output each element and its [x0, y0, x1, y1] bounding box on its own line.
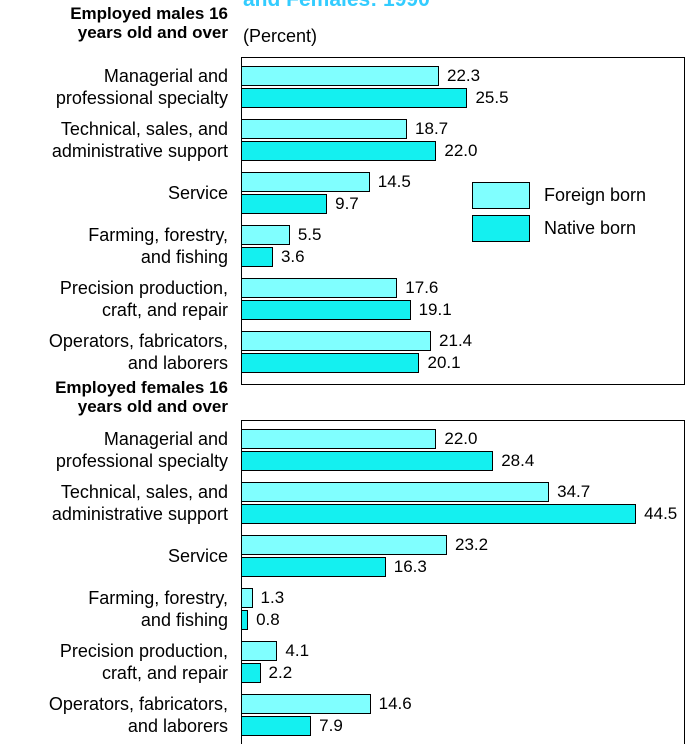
legend-label: Native born [544, 218, 637, 238]
chart-title: and Females: 1990 [243, 0, 430, 12]
value-label: 22.0 [444, 141, 478, 160]
chart-subtitle: (Percent) [243, 26, 318, 46]
value-label: 22.3 [447, 66, 481, 85]
bar [241, 194, 328, 214]
category-label: Service [167, 546, 228, 566]
bar [241, 141, 437, 161]
value-label: 14.6 [378, 694, 412, 713]
category-label: Managerial and professional specialty [55, 66, 228, 108]
value-label: 9.7 [335, 194, 359, 213]
category-label: Precision production, craft, and repair [59, 278, 228, 320]
bar [241, 225, 290, 245]
value-label: 16.3 [393, 557, 427, 576]
value-label: 23.2 [455, 535, 489, 554]
plot-frame [241, 420, 685, 744]
bar [241, 716, 312, 736]
value-label: 3.6 [280, 247, 305, 266]
bar [241, 588, 253, 608]
value-label: 4.1 [285, 641, 310, 660]
value-label: 28.4 [501, 451, 535, 470]
value-label: 5.5 [297, 225, 322, 244]
value-label: 44.5 [644, 504, 678, 523]
value-label: 25.5 [475, 88, 509, 107]
bar [241, 247, 273, 267]
legend-swatch [472, 182, 530, 209]
value-label: 0.8 [256, 610, 280, 629]
bar [241, 504, 637, 524]
bar [241, 482, 550, 502]
bar [241, 641, 278, 661]
bar [241, 172, 370, 192]
legend-label: Foreign born [544, 185, 647, 205]
category-label: Farming, forestry, and fishing [88, 225, 228, 267]
bar [241, 353, 420, 373]
bar [241, 535, 448, 555]
bar [241, 88, 468, 108]
category-label: Operators, fabricators, and laborers [48, 694, 228, 736]
category-label: Operators, fabricators, and laborers [48, 331, 228, 373]
bar [241, 451, 494, 471]
bar [241, 610, 249, 630]
value-label: 19.1 [418, 300, 452, 319]
bar [241, 300, 411, 320]
bar [241, 663, 261, 683]
bar [241, 694, 371, 714]
group-label: Employed males 16 years old and over [70, 4, 228, 42]
category-label: Service [167, 183, 228, 203]
value-label: 7.9 [319, 716, 343, 735]
group-label: Employed females 16 years old and over [55, 378, 228, 416]
category-label: Precision production, craft, and repair [59, 641, 228, 683]
bar [241, 119, 408, 139]
category-label: Technical, sales, and administrative sup… [51, 482, 228, 524]
bar [241, 278, 398, 298]
category-label: Farming, forestry, and fishing [88, 588, 228, 630]
value-label: 21.4 [439, 331, 473, 350]
value-label: 20.1 [427, 353, 461, 372]
value-label: 1.3 [260, 588, 285, 607]
legend-swatch [472, 215, 530, 242]
category-label: Technical, sales, and administrative sup… [51, 119, 228, 161]
value-label: 14.5 [377, 172, 411, 191]
value-label: 17.6 [405, 278, 439, 297]
bar [241, 331, 432, 351]
value-label: 18.7 [415, 119, 449, 138]
value-label: 22.0 [444, 429, 478, 448]
bar [241, 429, 437, 449]
bar [241, 66, 440, 86]
plot-frame [241, 57, 685, 385]
value-label: 2.2 [268, 663, 293, 682]
bar [241, 557, 386, 577]
value-label: 34.7 [557, 482, 591, 501]
category-label: Managerial and professional specialty [55, 429, 228, 471]
